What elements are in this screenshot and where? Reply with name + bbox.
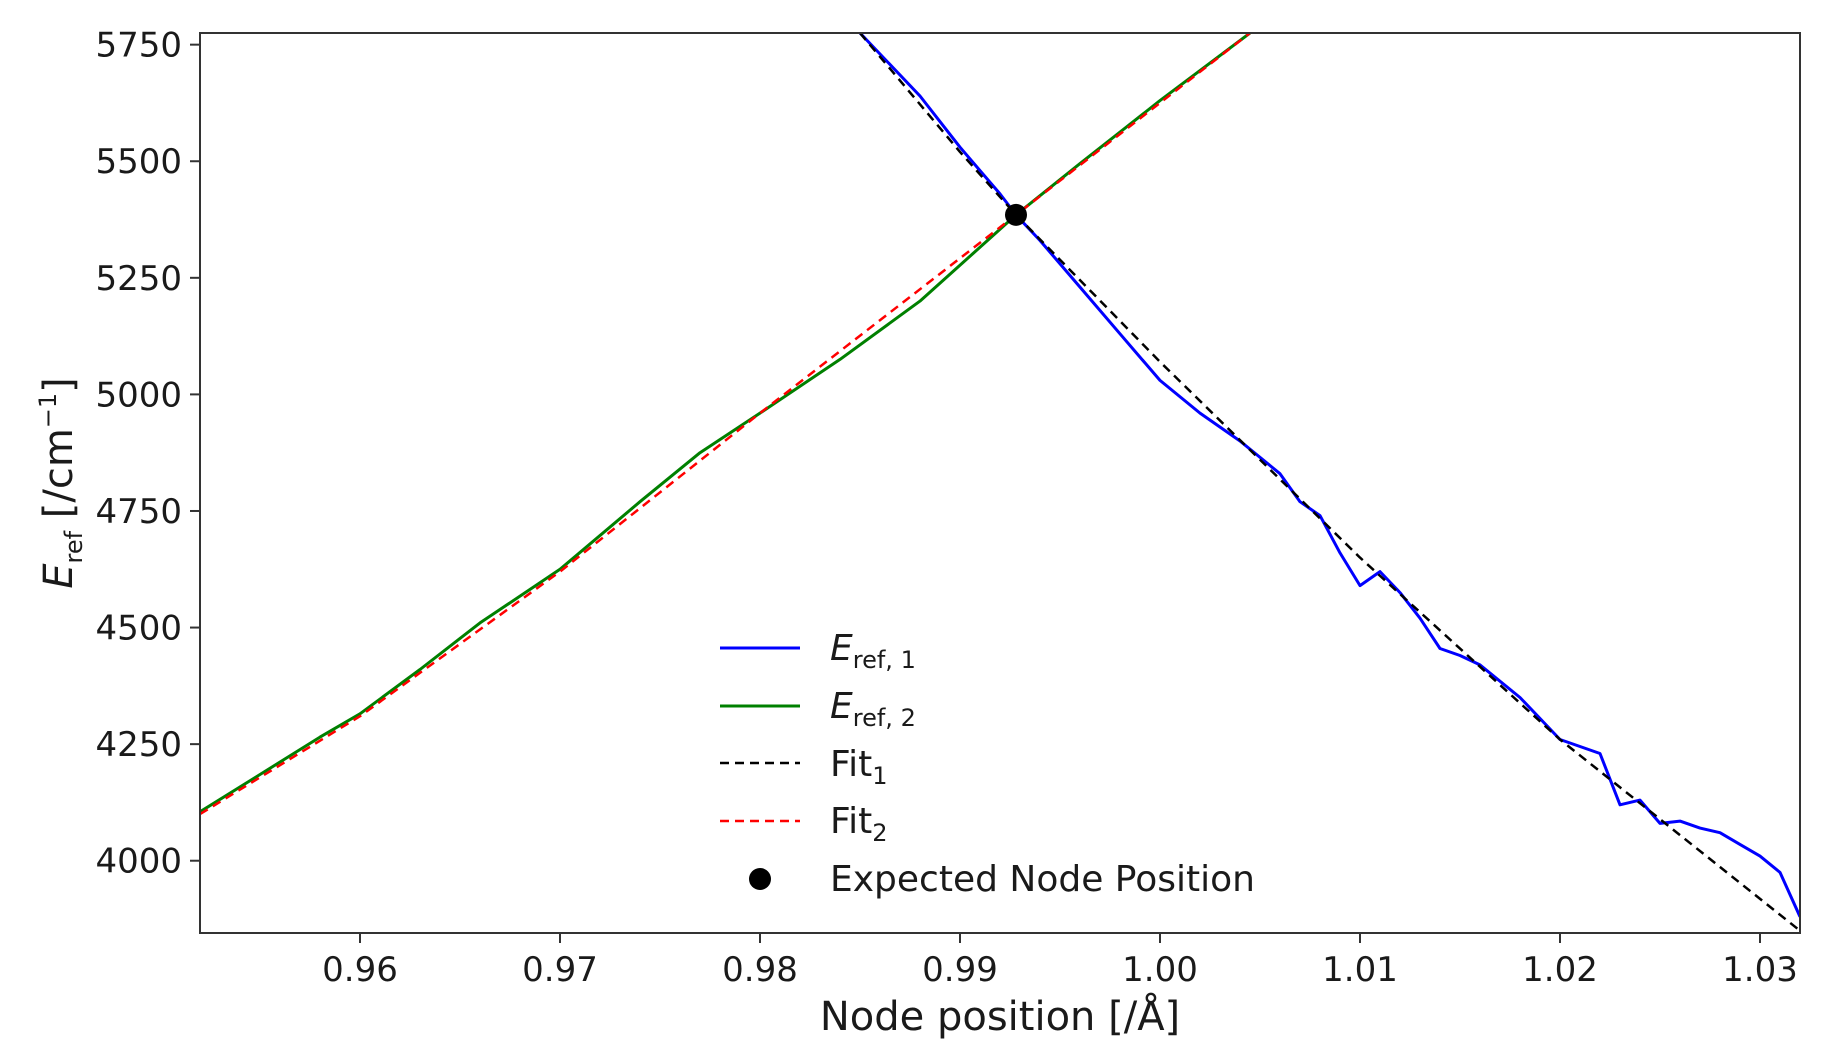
series-layer xyxy=(200,33,1800,932)
legend-label-eref1: Eref, 1 xyxy=(830,628,916,674)
y-tick-label: 5500 xyxy=(95,142,182,182)
series-fit2-line xyxy=(200,33,1251,816)
x-tick-label: 1.00 xyxy=(1122,950,1198,990)
series-eref1-line xyxy=(858,33,1800,918)
y-axis-label: Eref [/cm−1] xyxy=(34,377,88,589)
y-tick-label: 5000 xyxy=(95,375,182,415)
y-tick-label: 4000 xyxy=(95,842,182,882)
y-tick-label: 4750 xyxy=(95,492,182,532)
y-tick-label: 5250 xyxy=(95,259,182,299)
legend-label-fit1: Fit1 xyxy=(830,744,888,790)
expected-node-marker xyxy=(1005,203,1027,226)
legend-label-eref2: Eref, 2 xyxy=(830,686,916,732)
y-axis-ticks: 4000 4250 4500 4750 5000 5250 5500 5750 xyxy=(95,26,200,882)
x-tick-label: 0.98 xyxy=(722,950,798,990)
y-tick-label: 4250 xyxy=(95,725,182,765)
legend-label-fit2: Fit2 xyxy=(830,801,888,847)
x-tick-label: 0.97 xyxy=(522,950,598,990)
x-axis-ticks: 0.96 0.97 0.98 0.99 1.00 1.01 1.02 1.03 xyxy=(322,933,1798,990)
x-tick-label: 1.03 xyxy=(1722,950,1798,990)
x-tick-label: 1.02 xyxy=(1522,950,1598,990)
marker-layer xyxy=(1005,203,1027,226)
x-tick-label: 1.01 xyxy=(1322,950,1398,990)
legend: Eref, 1 Eref, 2 Fit1 Fit2 Expected Node … xyxy=(720,628,1255,900)
plot-frame xyxy=(199,32,1801,934)
x-tick-label: 0.96 xyxy=(322,950,398,990)
series-fit1-line xyxy=(859,33,1800,932)
legend-swatch-node xyxy=(749,868,771,890)
x-axis-label: Node position [/Å] xyxy=(820,992,1180,1040)
y-tick-label: 5750 xyxy=(95,26,182,66)
series-eref2-line xyxy=(200,33,1251,814)
x-tick-label: 0.99 xyxy=(922,950,998,990)
y-tick-label: 4500 xyxy=(95,609,182,649)
legend-label-node: Expected Node Position xyxy=(830,859,1255,900)
